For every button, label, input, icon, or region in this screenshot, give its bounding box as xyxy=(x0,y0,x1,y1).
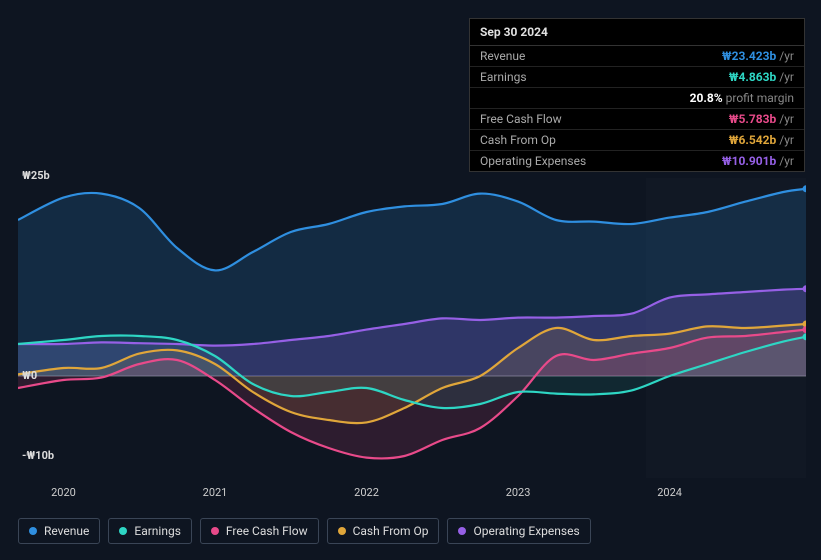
legend-item[interactable]: Operating Expenses xyxy=(447,518,590,544)
legend-item[interactable]: Earnings xyxy=(108,518,192,544)
x-axis-label: 2020 xyxy=(51,486,76,499)
tooltip-row: Free Cash Flow₩5.783b/yr xyxy=(470,109,804,130)
tooltip-unit: /yr xyxy=(779,154,794,168)
legend-label: Operating Expenses xyxy=(473,524,579,538)
legend-dot-icon xyxy=(458,527,466,535)
legend: Revenue Earnings Free Cash Flow Cash From O… xyxy=(18,518,591,544)
y-axis-label: -₩10b xyxy=(22,449,54,462)
tooltip-unit: /yr xyxy=(779,49,794,63)
tooltip-value: ₩4.863b xyxy=(729,70,777,84)
tooltip-value: ₩5.783b xyxy=(729,112,777,126)
tooltip-unit: /yr xyxy=(779,112,794,126)
x-axis-label: 2024 xyxy=(657,486,682,499)
chart-svg xyxy=(18,160,806,480)
legend-label: Earnings xyxy=(134,524,181,538)
y-axis-label: ₩25b xyxy=(22,169,50,182)
legend-dot-icon xyxy=(119,527,127,535)
x-axis-label: 2023 xyxy=(506,486,531,499)
legend-label: Cash From Op xyxy=(353,524,429,538)
tooltip-subvalue: 20.8% xyxy=(690,91,723,105)
chart-area[interactable]: ₩25b₩0-₩10b 20202021202220232024 xyxy=(18,160,806,480)
legend-item[interactable]: Cash From Op xyxy=(327,518,440,544)
legend-label: Free Cash Flow xyxy=(226,524,308,538)
tooltip-row: Revenue₩23.423b/yr xyxy=(470,46,804,67)
x-axis-label: 2021 xyxy=(203,486,228,499)
tooltip-label: Operating Expenses xyxy=(480,154,722,168)
tooltip-value: ₩23.423b xyxy=(722,49,776,63)
tooltip-card: Sep 30 2024 Revenue₩23.423b/yrEarnings₩4… xyxy=(469,18,805,172)
legend-dot-icon xyxy=(29,527,37,535)
tooltip-value: ₩10.901b xyxy=(722,154,776,168)
tooltip-subrow: 20.8%profit margin xyxy=(470,88,804,109)
tooltip-date: Sep 30 2024 xyxy=(470,19,804,46)
tooltip-unit: /yr xyxy=(779,133,794,147)
legend-dot-icon xyxy=(211,527,219,535)
tooltip-label: Revenue xyxy=(480,49,722,63)
x-axis-label: 2022 xyxy=(354,486,379,499)
legend-item[interactable]: Revenue xyxy=(18,518,100,544)
tooltip-row: Operating Expenses₩10.901b/yr xyxy=(470,151,804,171)
tooltip-sublabel: profit margin xyxy=(726,91,794,105)
tooltip-row: Cash From Op₩6.542b/yr xyxy=(470,130,804,151)
tooltip-row: Earnings₩4.863b/yr xyxy=(470,67,804,88)
tooltip-value: ₩6.542b xyxy=(729,133,777,147)
legend-dot-icon xyxy=(338,527,346,535)
legend-item[interactable]: Free Cash Flow xyxy=(200,518,319,544)
legend-label: Revenue xyxy=(44,524,89,538)
tooltip-label: Earnings xyxy=(480,70,729,84)
tooltip-label: Free Cash Flow xyxy=(480,112,729,126)
tooltip-label: Cash From Op xyxy=(480,133,729,147)
tooltip-unit: /yr xyxy=(779,70,794,84)
y-axis-label: ₩0 xyxy=(22,369,37,382)
